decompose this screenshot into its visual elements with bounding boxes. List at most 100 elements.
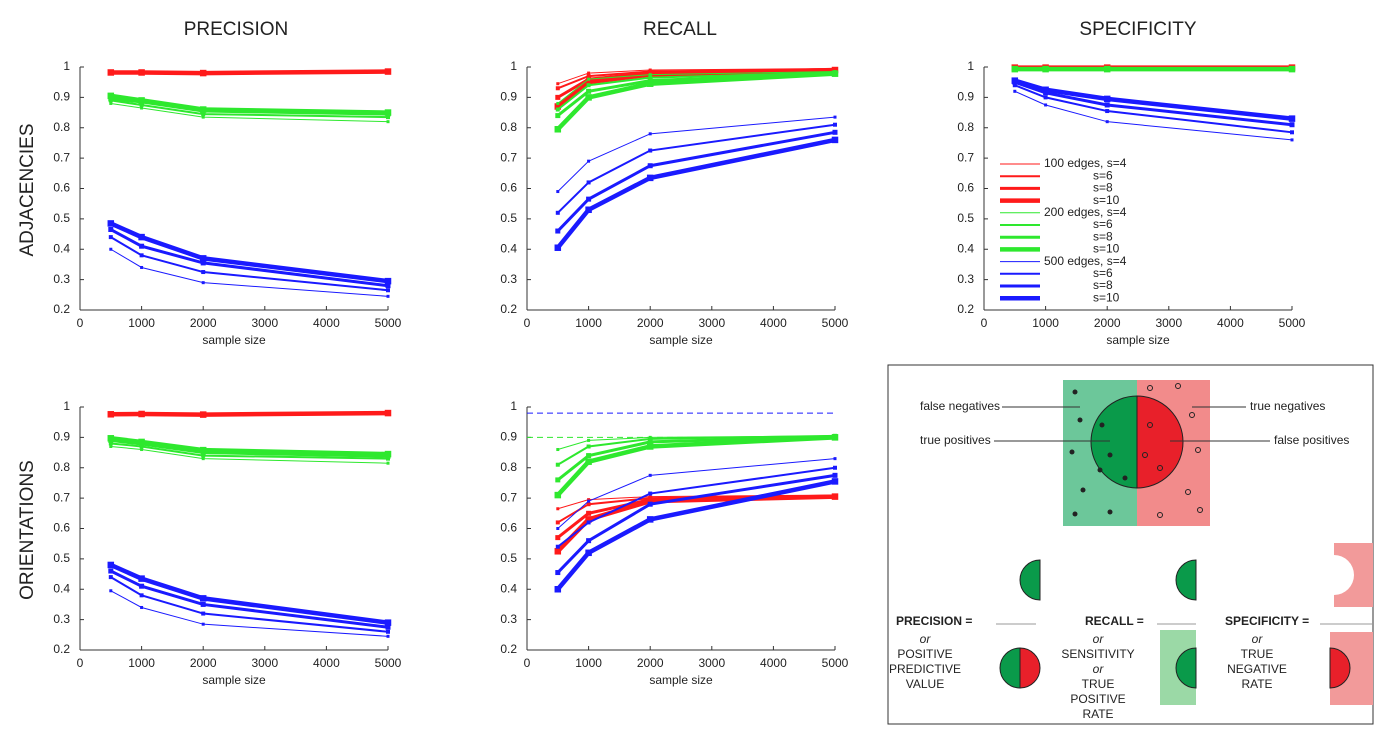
point bbox=[587, 499, 591, 503]
formula-line: or bbox=[1093, 632, 1105, 646]
legend-label: s=8 bbox=[1093, 229, 1113, 243]
point bbox=[199, 446, 207, 454]
point bbox=[108, 568, 114, 574]
point bbox=[199, 255, 207, 262]
icon bbox=[999, 647, 1021, 689]
point bbox=[201, 112, 206, 117]
y-tick-label: 0.7 bbox=[53, 150, 70, 164]
series-line bbox=[1014, 84, 1293, 134]
y-tick-label: 0.8 bbox=[957, 120, 974, 134]
point bbox=[107, 411, 115, 418]
point bbox=[1288, 115, 1296, 122]
y-tick-label: 0.9 bbox=[500, 90, 517, 104]
series-line bbox=[110, 69, 389, 76]
y-tick-label: 1 bbox=[63, 399, 70, 413]
legend-label: s=6 bbox=[1093, 266, 1113, 280]
legend-label: s=8 bbox=[1093, 278, 1113, 292]
point bbox=[109, 444, 113, 448]
x-tick-label: 3000 bbox=[251, 656, 278, 670]
y-tick-label: 0.4 bbox=[53, 581, 70, 595]
point bbox=[107, 69, 115, 76]
x-tick-label: 2000 bbox=[1094, 316, 1121, 330]
point bbox=[555, 520, 560, 525]
point bbox=[139, 593, 144, 598]
point bbox=[832, 472, 838, 478]
point bbox=[201, 270, 206, 275]
point bbox=[831, 434, 839, 441]
x-tick-label: 4000 bbox=[1217, 316, 1244, 330]
point bbox=[556, 101, 560, 105]
point bbox=[1043, 95, 1048, 100]
point bbox=[648, 73, 652, 77]
series-line bbox=[110, 228, 389, 288]
y-tick-label: 0.5 bbox=[500, 551, 517, 565]
point bbox=[140, 448, 144, 452]
y-tick-label: 0.6 bbox=[500, 181, 517, 195]
point bbox=[586, 502, 591, 507]
point bbox=[199, 69, 207, 77]
x-tick-label: 3000 bbox=[698, 316, 725, 330]
x-tick-label: 5000 bbox=[375, 656, 402, 670]
formula-line: RATE bbox=[1241, 677, 1272, 691]
y-tick-label: 0.5 bbox=[957, 211, 974, 225]
series-line bbox=[557, 466, 836, 548]
icon bbox=[1019, 559, 1041, 601]
point bbox=[554, 103, 562, 110]
series-line bbox=[556, 434, 836, 482]
formula-line: TRUE bbox=[1082, 677, 1115, 691]
y-tick-label: 1 bbox=[63, 59, 70, 73]
y-tick-label: 0.8 bbox=[53, 460, 70, 474]
point bbox=[200, 260, 206, 266]
x-tick-label: 5000 bbox=[1279, 316, 1306, 330]
x-tick-label: 3000 bbox=[251, 316, 278, 330]
column-title: RECALL bbox=[643, 19, 717, 40]
y-tick-label: 0.2 bbox=[500, 302, 517, 316]
x-tick-label: 2000 bbox=[637, 656, 664, 670]
point bbox=[386, 634, 390, 638]
point bbox=[831, 136, 839, 144]
series-line bbox=[557, 116, 836, 192]
point bbox=[200, 601, 206, 607]
series-line bbox=[557, 458, 836, 529]
point bbox=[385, 624, 391, 630]
point bbox=[586, 196, 592, 202]
legend-label: s=10 bbox=[1093, 290, 1120, 304]
point bbox=[139, 102, 144, 107]
point bbox=[586, 538, 592, 544]
series-line bbox=[556, 494, 836, 553]
point bbox=[585, 206, 592, 214]
point bbox=[831, 66, 839, 74]
series-line bbox=[110, 248, 389, 297]
point bbox=[384, 109, 392, 116]
dots bbox=[1069, 389, 1128, 517]
point bbox=[832, 129, 838, 135]
y-tick-label: 0.8 bbox=[500, 120, 517, 134]
point bbox=[556, 527, 560, 530]
point bbox=[107, 92, 115, 100]
point bbox=[1011, 65, 1019, 73]
formula-line: PREDICTIVE bbox=[889, 662, 961, 676]
y-tick-label: 0.3 bbox=[53, 272, 70, 286]
point bbox=[1290, 138, 1294, 142]
y-tick-label: 0.3 bbox=[500, 612, 517, 626]
y-tick-label: 0.8 bbox=[500, 460, 517, 474]
series-line bbox=[557, 71, 836, 104]
legend-label: 500 edges, s=4 bbox=[1044, 254, 1127, 268]
y-tick-label: 0.5 bbox=[53, 211, 70, 225]
false-positive-half bbox=[1136, 395, 1184, 489]
y-tick-label: 1 bbox=[967, 59, 974, 73]
y-tick-label: 0.8 bbox=[53, 120, 70, 134]
x-axis-label: sample size bbox=[1106, 333, 1170, 347]
point bbox=[139, 253, 144, 258]
point bbox=[646, 174, 654, 182]
point bbox=[201, 611, 206, 616]
point bbox=[1103, 65, 1111, 73]
y-tick-label: 0.5 bbox=[500, 211, 517, 225]
column-title: PRECISION bbox=[184, 19, 289, 40]
point bbox=[1105, 120, 1109, 124]
point bbox=[1105, 109, 1110, 114]
point bbox=[138, 233, 145, 241]
point bbox=[646, 443, 654, 450]
point bbox=[385, 283, 391, 289]
